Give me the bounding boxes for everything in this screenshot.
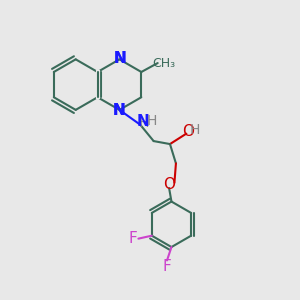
Text: O: O (163, 177, 175, 192)
Text: N: N (112, 103, 125, 118)
Text: CH₃: CH₃ (153, 57, 176, 70)
Text: F: F (129, 231, 137, 246)
Text: F: F (163, 259, 171, 274)
Text: H: H (146, 114, 157, 128)
Text: N: N (114, 51, 127, 66)
Text: N: N (136, 114, 149, 129)
Text: N: N (114, 51, 127, 66)
Text: N: N (112, 103, 125, 118)
Text: H: H (139, 116, 149, 130)
Text: O: O (182, 124, 194, 139)
Text: H: H (190, 123, 200, 137)
